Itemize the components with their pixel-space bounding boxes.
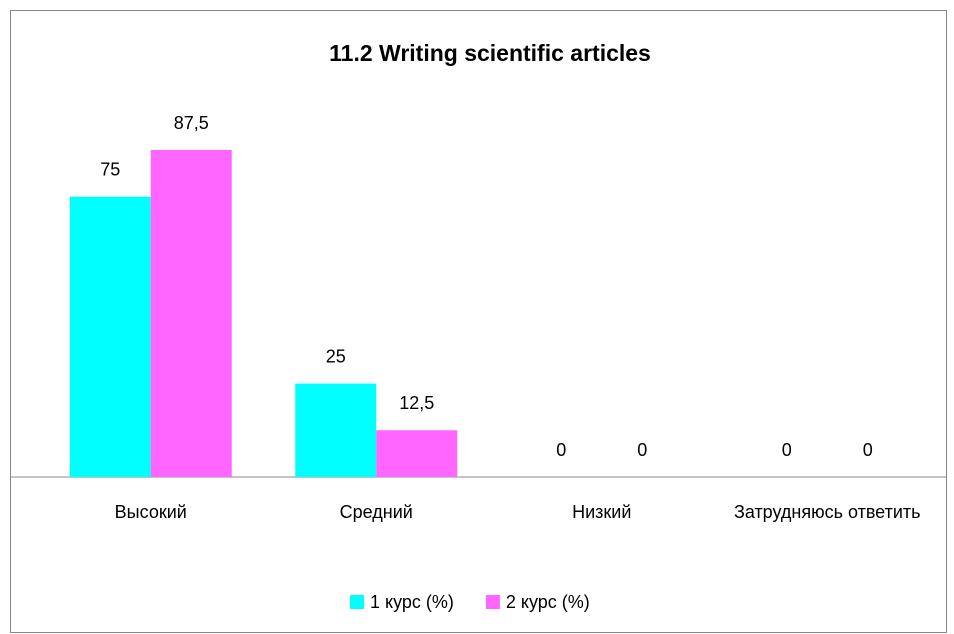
legend-swatch [485, 595, 500, 609]
x-tick-label: Высокий [115, 502, 187, 522]
data-label: 0 [556, 440, 566, 460]
data-label: 12,5 [399, 393, 434, 413]
data-label: 0 [637, 440, 647, 460]
data-label: 75 [100, 159, 120, 179]
bar [295, 383, 377, 477]
data-label: 87,5 [174, 113, 209, 133]
bar [69, 196, 151, 477]
x-tick-label: Средний [340, 502, 413, 522]
legend-label: 1 курс (%) [370, 592, 454, 612]
x-tick-label: Затрудняюсь ответить [734, 502, 921, 522]
x-tick-label: Низкий [572, 502, 631, 522]
bar [376, 430, 458, 477]
legend-swatch [350, 595, 364, 609]
data-label: 25 [326, 346, 346, 366]
legend-label: 2 курс (%) [506, 592, 590, 612]
chart-title: 11.2 Writing scientific articles [329, 40, 651, 66]
data-label: 0 [782, 440, 792, 460]
bar [150, 150, 232, 477]
data-label: 0 [863, 440, 873, 460]
